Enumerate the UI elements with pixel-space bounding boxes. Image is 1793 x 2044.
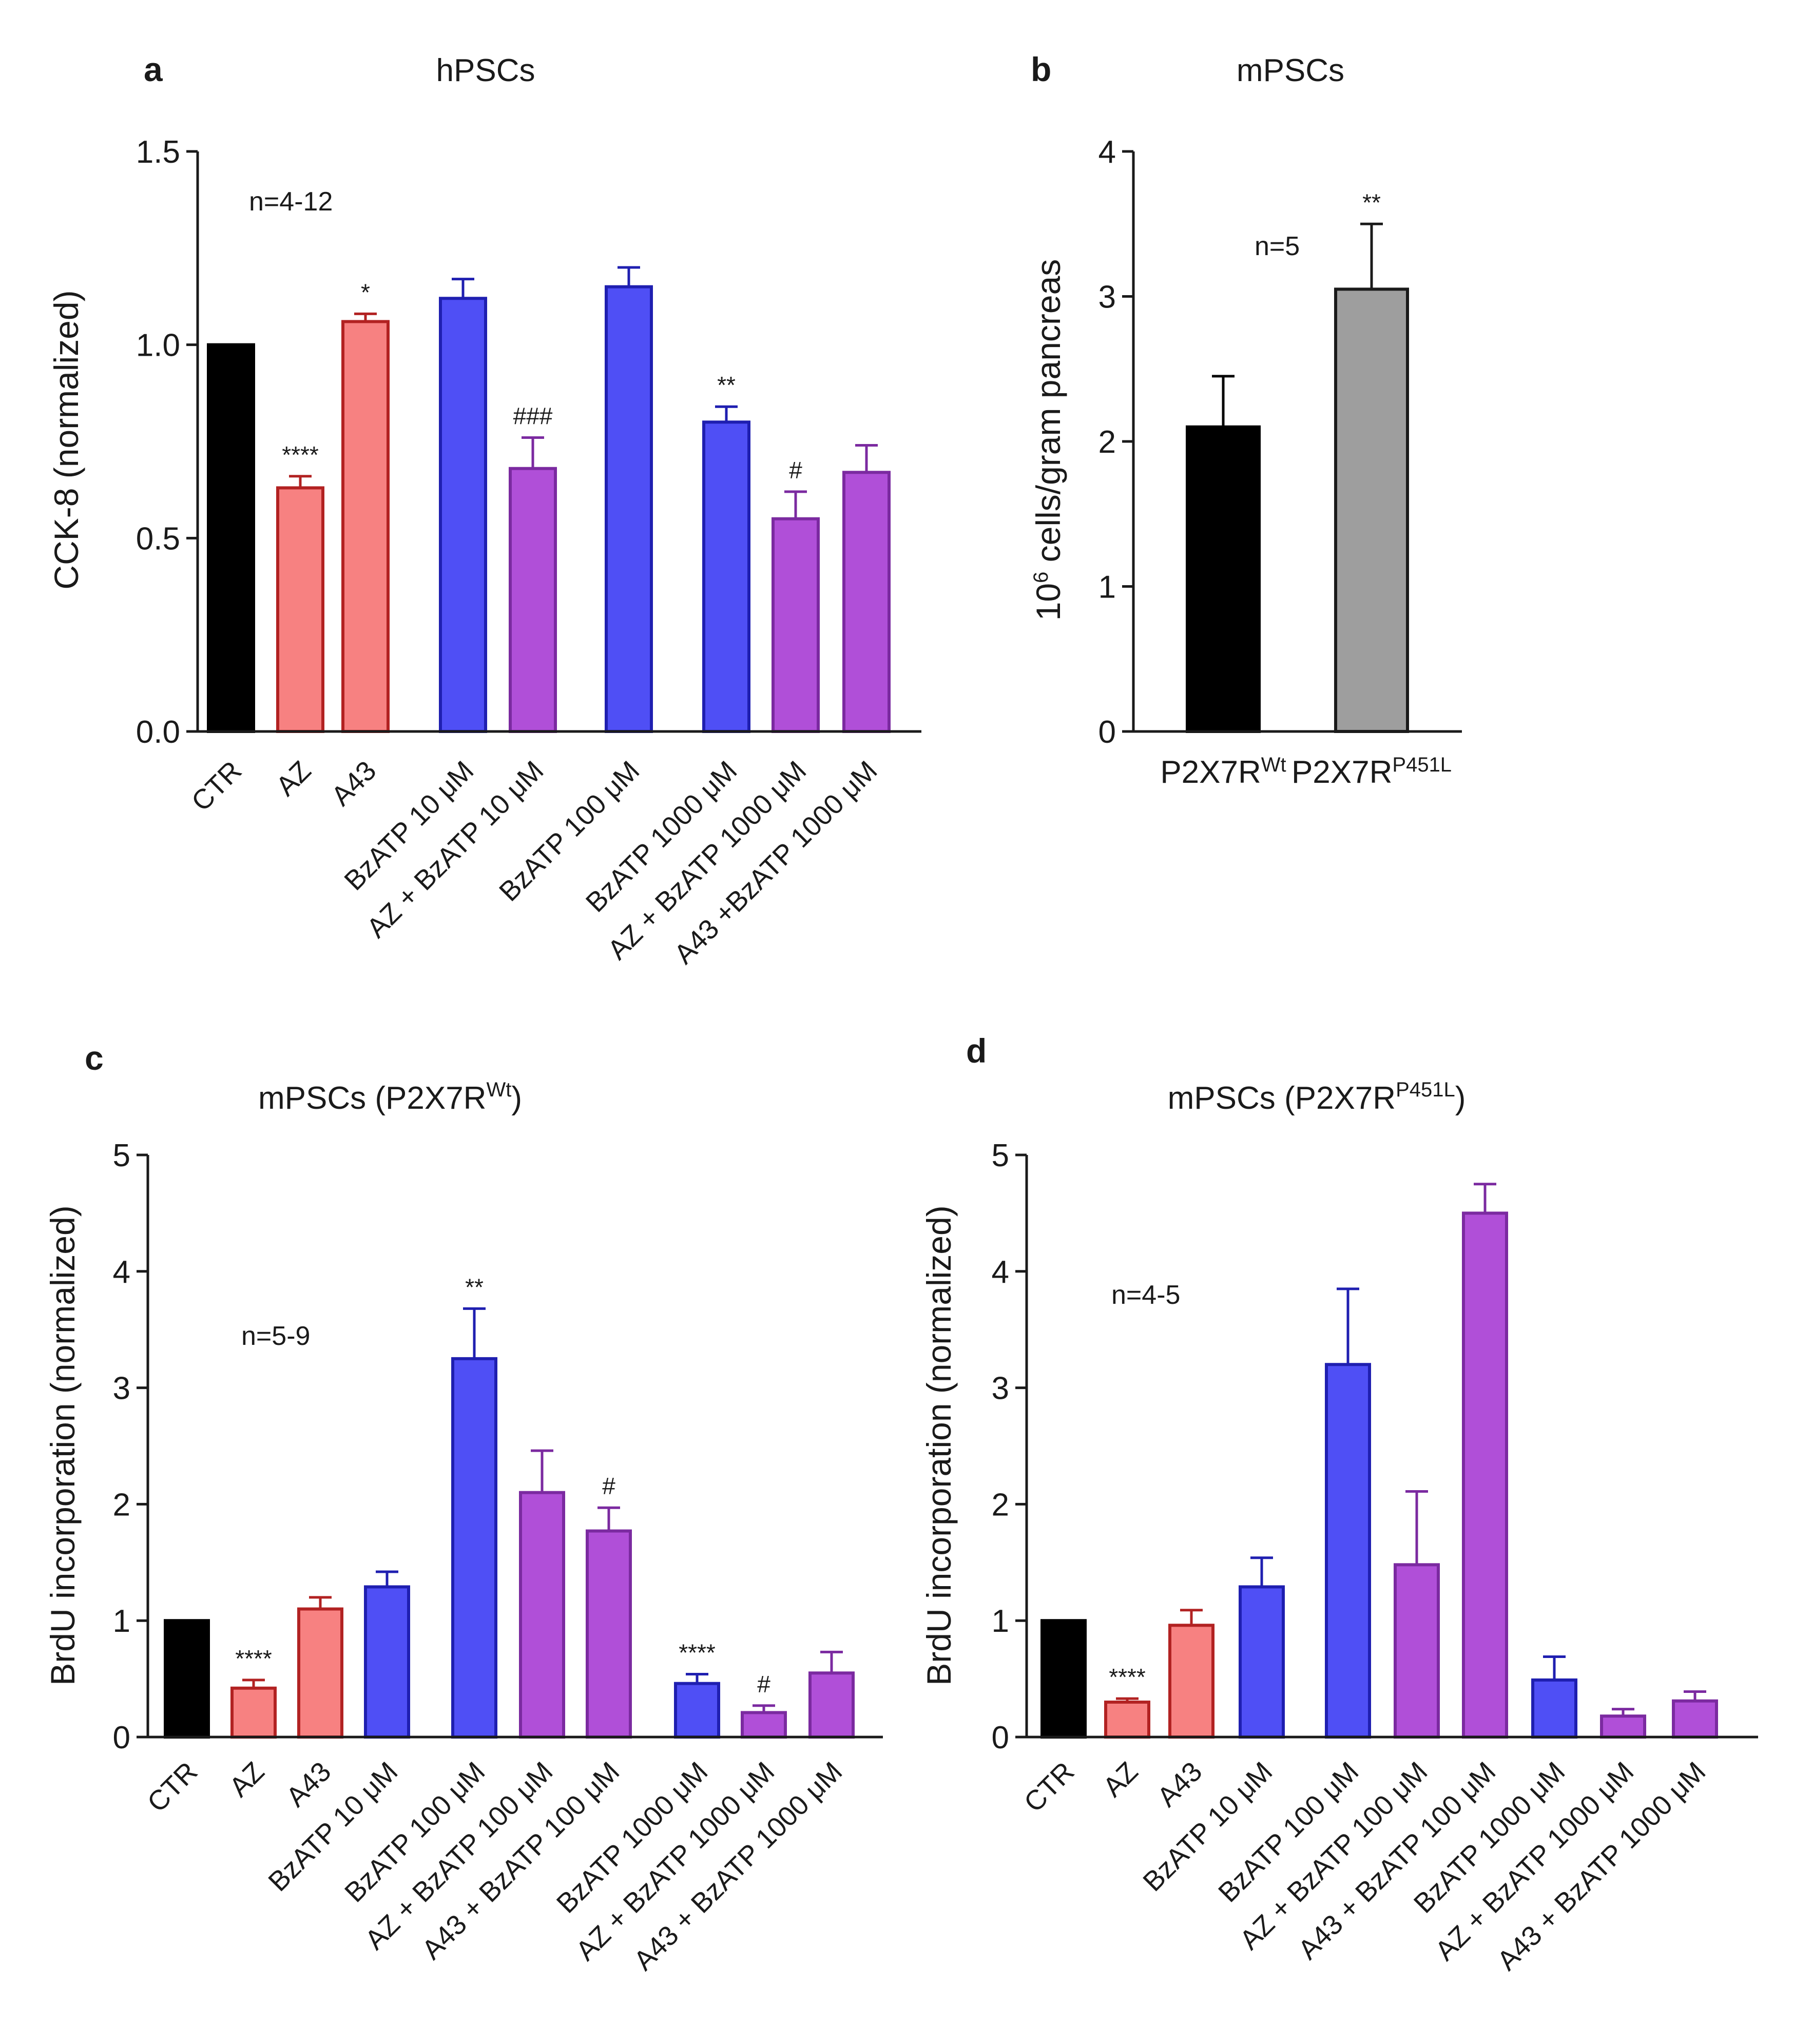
panel-c-n-label: n=5-9 [241,1321,310,1351]
y-tick-label: 0 [113,1720,130,1756]
panel-a-letter: a [144,50,163,88]
bar [586,1529,632,1739]
panel-b-y-axis-title-rest: cells/gram pancreas [1029,259,1067,572]
y-tick-label: 1.5 [136,134,180,170]
bar [1325,1363,1371,1739]
y-tick-label: 2 [992,1487,1009,1522]
bar [1334,287,1409,733]
panel-b-y-axis-title-base: 10 [1029,583,1067,621]
bar [364,1585,410,1739]
y-tick-label: 4 [992,1255,1009,1290]
panel-b-y-axis-title-exponent: 6 [1030,572,1052,583]
x-category-label-main: P2X7R [1160,755,1261,790]
x-category-label: P2X7RP451L [1291,754,1452,790]
panel-c-title-main: mPSCs (P2X7R [258,1081,486,1116]
y-tick-label: 0 [992,1720,1009,1756]
panel-c-title-sup: Wt [486,1078,511,1101]
panel-a-y-axis-title: CCK-8 (normalized) [47,290,85,589]
x-category-label-main: P2X7R [1291,755,1392,790]
bar [842,471,891,733]
bar [1600,1714,1646,1739]
x-category-label-sup: P451L [1392,754,1452,776]
panel-d-n-label: n=4-5 [1111,1280,1180,1310]
panel-a-title: hPSCs [436,53,535,88]
bar [207,343,255,733]
bar [1186,425,1261,733]
y-tick-label: 0.0 [136,715,180,750]
panel-d-title-end: ) [1455,1081,1466,1116]
bar [1531,1678,1577,1739]
bar [1672,1699,1718,1739]
panel-d-title-main: mPSCs (P2X7R [1168,1081,1396,1116]
y-tick-label: 4 [1098,134,1116,170]
significance-label: # [757,1671,770,1698]
y-tick-label: 0.5 [136,521,180,556]
y-tick-label: 3 [1098,280,1116,315]
bar [276,486,324,734]
panel-b-n-label: n=5 [1255,232,1300,261]
bar [605,285,653,733]
y-tick-label: 2 [113,1487,130,1522]
y-tick-label: 5 [992,1138,1009,1173]
panel-b-title: mPSCs [1237,53,1344,88]
significance-label: **** [1109,1664,1146,1690]
bar [702,420,750,733]
significance-label: ** [717,372,736,398]
panel-c-letter: c [85,1039,104,1077]
bar [230,1686,277,1739]
y-tick-label: 1 [113,1604,130,1639]
y-tick-label: 4 [113,1255,130,1290]
bar [519,1491,565,1739]
bar [674,1682,720,1739]
y-tick-label: 0 [1098,715,1116,750]
panel-a-n-label: n=4-12 [249,187,333,217]
bar [509,467,557,733]
panel-d-letter: d [966,1032,987,1070]
y-tick-label: 1 [1098,570,1116,605]
bar [808,1671,855,1739]
y-tick-label: 1 [992,1604,1009,1639]
significance-label: **** [282,441,319,468]
bar [1040,1619,1087,1739]
bar [1394,1563,1440,1739]
significance-label: **** [679,1640,716,1666]
significance-label: **** [235,1645,272,1672]
x-category-label-sup: Wt [1261,754,1286,776]
bar [1462,1211,1508,1739]
significance-label: ### [513,402,553,429]
bar [164,1619,210,1739]
bar [1168,1624,1214,1739]
bar [341,320,390,733]
panel-b-y-axis-title: 106 cells/gram pancreas [1029,259,1067,621]
y-tick-label: 3 [113,1371,130,1406]
y-tick-label: 1.0 [136,328,180,363]
x-category-label: P2X7RWt [1160,754,1286,790]
significance-label: ** [1362,189,1381,216]
y-tick-label: 3 [992,1371,1009,1406]
panel-b-mpscs-chart: b mPSCs n=5 106 cells/gram pancreas ** 0… [1029,50,1462,790]
panel-d-title-sup: P451L [1396,1078,1455,1101]
significance-label: ** [465,1274,484,1300]
panel-d-y-axis-title: BrdU incorporation (normalized) [920,1205,958,1685]
panel-b-letter: b [1031,50,1051,88]
significance-label: * [361,279,370,305]
significance-label: # [789,457,802,484]
bar [1104,1700,1150,1739]
bar [772,517,820,734]
y-tick-label: 2 [1098,425,1116,460]
panel-c-title-end: ) [511,1081,522,1116]
bar [741,1711,787,1739]
panel-c-title: mPSCs (P2X7RWt) [258,1078,522,1116]
bar [1239,1585,1285,1739]
panel-d-title: mPSCs (P2X7RP451L) [1168,1078,1466,1116]
y-tick-label: 5 [113,1138,130,1173]
significance-label: # [602,1473,615,1499]
bar [451,1357,497,1739]
panel-c-y-axis-title: BrdU incorporation (normalized) [44,1205,82,1685]
bar [297,1607,343,1739]
bar [439,297,487,733]
